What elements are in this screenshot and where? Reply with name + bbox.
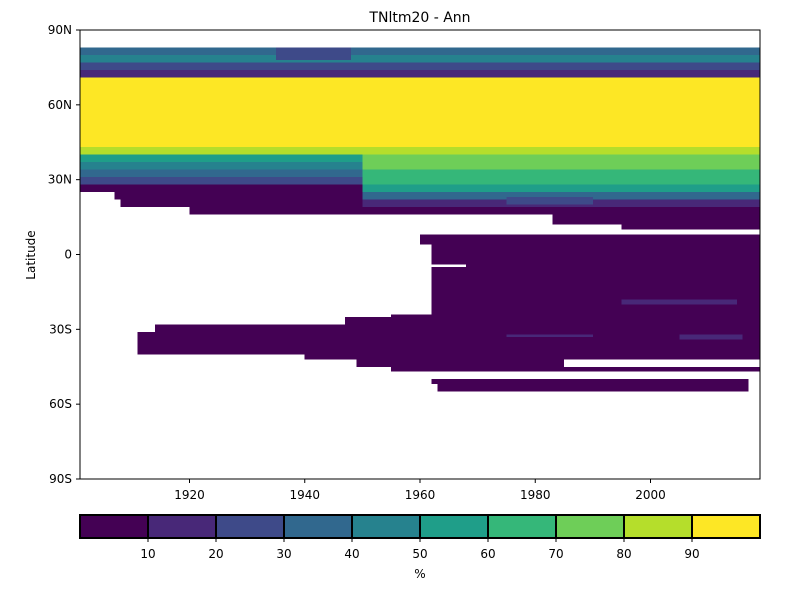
x-axis: 1920 1940 1960 1980 2000	[174, 479, 666, 502]
missing-data-gap	[564, 359, 760, 367]
colorbar-tick-label: 30	[276, 547, 291, 561]
heatmap-cell	[391, 366, 760, 372]
heatmap-cell	[356, 359, 760, 367]
heatmap-cell	[362, 162, 760, 170]
heatmap-cell	[80, 184, 363, 193]
colorbar-segment	[79, 514, 149, 539]
heatmap-cell	[362, 154, 760, 163]
heatmap-cell	[275, 47, 351, 60]
heatmap-cell	[80, 62, 760, 70]
heatmap-cell	[621, 299, 737, 305]
heatmap-cell	[80, 77, 760, 148]
x-tick-label: 1920	[174, 488, 205, 502]
colorbar-segment	[555, 514, 625, 539]
colorbar-segment	[419, 514, 489, 539]
y-tick-label: 60N	[48, 98, 72, 112]
heatmap-cell	[189, 207, 363, 215]
heatmap-cell	[80, 69, 760, 78]
heatmap-cell	[679, 334, 743, 340]
heatmap-cell	[362, 177, 760, 185]
y-tick-label: 0	[64, 248, 72, 262]
heatmap-cell	[431, 244, 760, 280]
colorbar-tick-label: 50	[412, 547, 427, 561]
chart-title: TNltm20 - Ann	[368, 10, 470, 26]
x-tick-label: 2000	[635, 488, 666, 502]
colorbar-segment	[147, 514, 217, 539]
heatmap-cell	[345, 314, 760, 325]
colorbar-segment	[283, 514, 353, 539]
heatmap-cell	[362, 207, 760, 215]
y-tick-label: 30N	[48, 173, 72, 187]
heatmap-cell	[437, 384, 749, 392]
heatmap-cell	[304, 354, 760, 360]
heatmap-cell	[431, 279, 760, 300]
colorbar-segment	[623, 514, 693, 539]
x-tick-label: 1940	[289, 488, 320, 502]
heatmap-cell	[114, 192, 363, 200]
heatmap-cell	[80, 154, 363, 163]
colorbar-tick-label: 60	[480, 547, 495, 561]
y-tick-label: 90N	[48, 23, 72, 37]
heatmap-cell	[120, 199, 363, 208]
heatmap-cell	[362, 169, 760, 178]
colorbar-tick-label: 40	[344, 547, 359, 561]
colorbar-segment	[487, 514, 557, 539]
x-tick-label: 1960	[405, 488, 436, 502]
heatmap-cell	[80, 54, 760, 63]
heatmap-cell	[420, 234, 760, 245]
heatmap-cell	[154, 324, 760, 332]
colorbar-tick-label: 90	[684, 547, 699, 561]
missing-data-gap	[552, 224, 622, 230]
y-axis: 90N 60N 30N 0 30S 60S 90S	[48, 23, 80, 486]
colorbar-segment	[215, 514, 285, 539]
y-tick-label: 30S	[49, 322, 72, 336]
heatmap-cell	[506, 334, 593, 337]
heatmap-cell	[80, 169, 363, 178]
plot-area	[80, 47, 760, 392]
heatmap-cell	[137, 331, 760, 340]
heatmap-cell	[137, 339, 760, 347]
heatmap-cell	[362, 192, 760, 200]
colorbar-tick-label: 80	[616, 547, 631, 561]
x-tick-label: 1980	[520, 488, 551, 502]
heatmap-cell	[80, 147, 760, 155]
colorbar-segment	[691, 514, 761, 539]
heatmap-cell	[137, 346, 760, 355]
colorbar-tick-label: 70	[548, 547, 563, 561]
y-tick-label: 60S	[49, 397, 72, 411]
heatmap-cell	[80, 47, 760, 55]
colorbar-segment	[351, 514, 421, 539]
missing-data-gap	[431, 264, 467, 267]
missing-data-gap	[345, 314, 392, 317]
colorbar-tick-label: 20	[208, 547, 223, 561]
colorbar-tick-label: 10	[140, 547, 155, 561]
heatmap-cell	[80, 177, 363, 185]
y-tick-label: 90S	[49, 472, 72, 486]
heatmap-cell	[80, 162, 363, 170]
heatmap-cell	[362, 184, 760, 193]
heatmap-cell	[431, 379, 749, 385]
y-axis-label: Latitude	[24, 230, 38, 279]
colorbar: 10 20 30 40 50 60 70 80 90	[79, 514, 761, 561]
colorbar-label: %	[414, 567, 425, 581]
heatmap-cell	[506, 197, 593, 205]
